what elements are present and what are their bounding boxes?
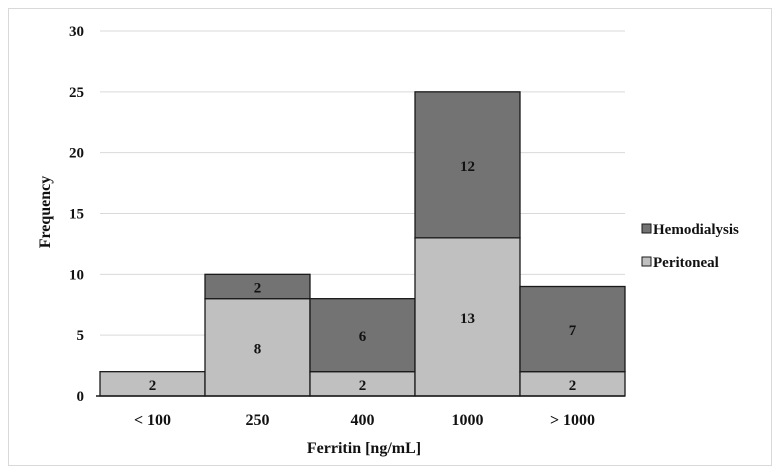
y-tick-25: 25 [69, 85, 84, 101]
bar-hemodialysis-3 [414, 91, 521, 239]
x-tick-labels: < 100 250 400 1000 > 1000 [134, 412, 595, 429]
bar-hemodialysis-1 [204, 273, 311, 300]
data-label-peritoneal-3: 13 [460, 311, 475, 327]
x-tick-3: 1000 [452, 412, 484, 429]
data-label-peritoneal-1: 8 [254, 341, 262, 357]
bar-peritoneal-2 [309, 371, 416, 397]
data-label-peritoneal-2: 2 [359, 378, 367, 394]
x-tick-0: < 100 [134, 412, 171, 429]
y-axis-label: Frequency [37, 176, 54, 249]
bar-hemodialysis-2 [309, 298, 416, 373]
data-label-hemodialysis-4: 7 [569, 323, 577, 339]
x-axis-label: Ferritin [ng/mL] [307, 440, 421, 457]
data-label-peritoneal-4: 2 [569, 378, 577, 394]
x-tick-4: > 1000 [550, 412, 595, 429]
x-tick-1: 250 [246, 412, 270, 429]
data-label-hemodialysis-1: 2 [254, 281, 262, 297]
legend-swatch-hemodialysis [641, 223, 652, 234]
legend-label-hemodialysis: Hemodialysis [653, 222, 739, 238]
y-tick-labels: 0 5 10 15 20 25 30 [69, 24, 84, 405]
bars: 2 8 2 2 6 13 12 2 7 [96, 91, 626, 397]
y-tick-5: 5 [77, 328, 85, 344]
data-label-hemodialysis-3: 12 [460, 159, 475, 175]
bar-hemodialysis-4 [519, 285, 626, 373]
y-tick-20: 20 [69, 146, 84, 162]
legend: Hemodialysis Peritoneal [641, 222, 739, 271]
data-label-hemodialysis-2: 6 [359, 329, 367, 345]
legend-label-peritoneal: Peritoneal [653, 255, 719, 271]
y-tick-30: 30 [69, 24, 84, 40]
legend-swatch-peritoneal [641, 256, 652, 267]
y-tick-0: 0 [77, 389, 85, 405]
x-tick-2: 400 [351, 412, 375, 429]
data-label-peritoneal-0: 2 [149, 378, 157, 394]
y-tick-15: 15 [69, 207, 84, 223]
y-tick-10: 10 [69, 267, 84, 283]
bar-peritoneal-3 [414, 237, 521, 397]
